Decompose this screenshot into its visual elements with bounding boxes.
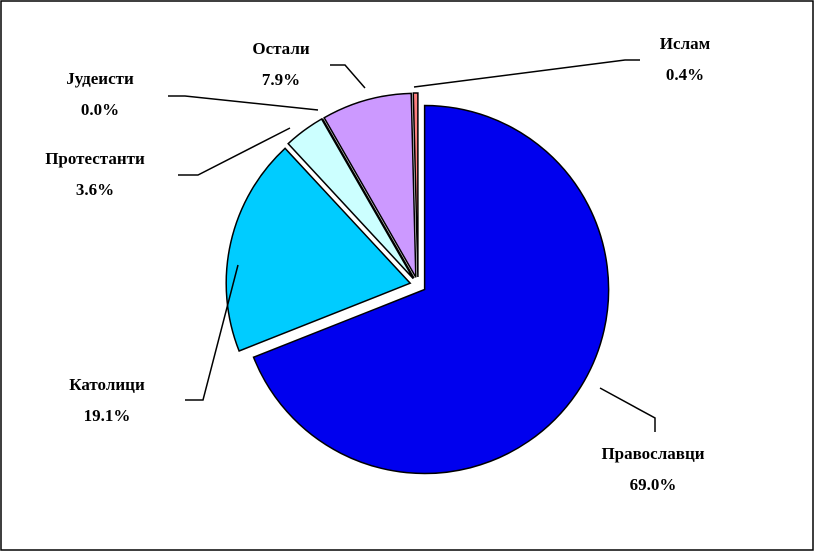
pie-slice	[225, 147, 412, 352]
slice-label: Остали	[252, 39, 310, 58]
slice-label: Католици	[69, 375, 145, 394]
leader-line	[168, 95, 319, 111]
slice-value-label: 3.6%	[76, 180, 114, 199]
slice-value-label: 69.0%	[630, 475, 677, 494]
slice-label: Ислам	[660, 34, 711, 53]
slice-label: Православци	[601, 444, 704, 463]
slice-value-label: 19.1%	[84, 406, 131, 425]
slice-value-label: 7.9%	[262, 70, 300, 89]
slice-value-label: 0.4%	[666, 65, 704, 84]
slice-label: Јудеисти	[66, 69, 134, 88]
leader-line	[413, 59, 640, 88]
pie-slice	[252, 104, 610, 475]
slice-value-label: 0.0%	[81, 100, 119, 119]
leader-line	[178, 127, 291, 176]
leader-line	[185, 264, 239, 401]
pie-slice	[412, 92, 419, 278]
slice-label: Протестанти	[45, 149, 145, 168]
leader-line	[599, 387, 656, 432]
pie-slice	[287, 117, 414, 280]
pie-slice	[323, 92, 417, 278]
leader-line	[330, 64, 366, 89]
